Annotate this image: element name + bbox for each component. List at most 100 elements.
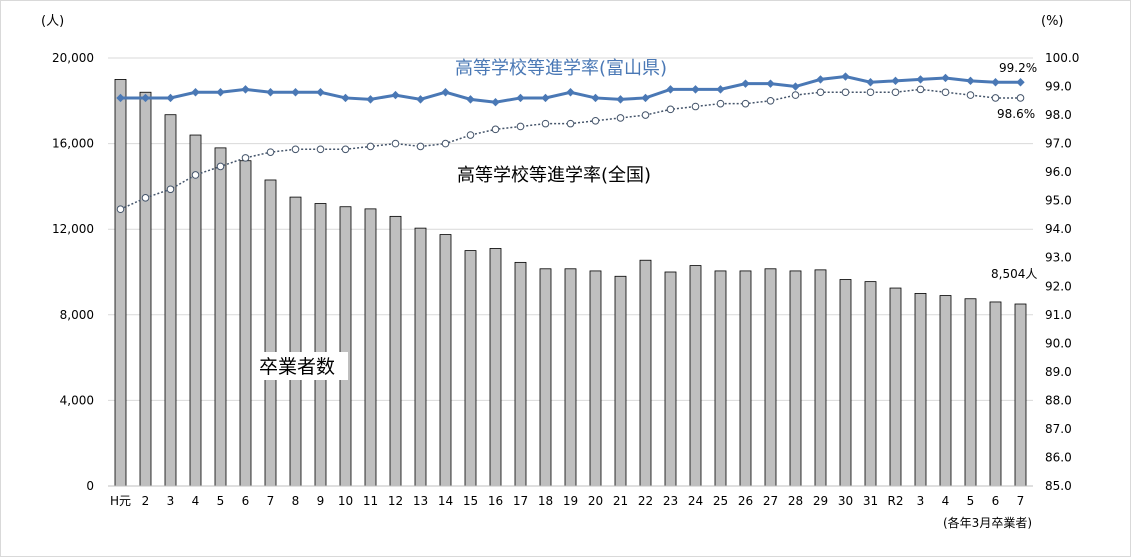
bar	[464, 250, 477, 487]
right-tick-label: 91.0	[1045, 308, 1072, 322]
bar	[189, 134, 202, 487]
bar	[264, 179, 277, 487]
prefecture-rate-point	[566, 88, 575, 97]
prefecture-rate-point	[841, 72, 850, 81]
right-tick-label: 92.0	[1045, 279, 1072, 293]
prefecture-rate-point	[466, 95, 475, 104]
series-label-national-rate: 高等学校等進学率(全国)	[457, 165, 651, 186]
national-rate-point	[541, 119, 550, 128]
national-rate-point	[166, 185, 175, 194]
prefecture-rate-point	[516, 93, 525, 103]
x-tick-label: 25	[713, 494, 728, 508]
bar	[664, 271, 677, 487]
x-tick-label: H元	[110, 494, 131, 508]
right-tick-label: 86.0	[1045, 450, 1072, 464]
prefecture-rate-point	[166, 93, 175, 103]
x-tick-label: 31	[863, 494, 878, 508]
bar	[989, 301, 1002, 487]
national-rate-point	[316, 145, 325, 154]
national-rate-point	[891, 88, 900, 97]
series-label-prefecture-rate: 高等学校等進学率(富山県)	[455, 58, 667, 79]
national-rate-point	[366, 142, 375, 151]
x-tick-label: 15	[463, 494, 478, 508]
prefecture-rate-point	[241, 85, 250, 94]
national-rate-point	[116, 205, 125, 214]
x-tick-label: 19	[563, 494, 578, 508]
bar	[439, 234, 452, 487]
national-rate-point	[991, 94, 1000, 102]
bar	[339, 206, 352, 487]
footnote: (各年3月卒業者)	[943, 515, 1032, 530]
bar-series	[114, 79, 1027, 487]
national-rate-point	[741, 99, 750, 108]
bar	[389, 215, 402, 487]
national-rate-point	[941, 88, 950, 97]
prefecture-rate-point	[916, 75, 925, 84]
national-rate-point	[591, 116, 600, 125]
prefecture-rate-point	[866, 78, 875, 87]
x-tick-label: 16	[488, 494, 503, 508]
nat-last-value-label: 98.6%	[997, 107, 1035, 121]
prefecture-rate-point	[441, 88, 450, 97]
bar	[214, 147, 227, 487]
x-tick-label: 6	[992, 494, 1000, 508]
national-rate-point	[341, 145, 350, 154]
bar	[539, 268, 552, 487]
prefecture-rate-point	[616, 95, 625, 104]
bar	[139, 91, 152, 487]
x-tick-label: 14	[438, 494, 453, 508]
bar	[864, 281, 877, 487]
national-rate-point	[841, 88, 850, 97]
prefecture-rate-point	[966, 76, 975, 86]
x-tick-label: 11	[363, 494, 378, 508]
bar	[714, 270, 727, 487]
right-tick-label: 88.0	[1045, 393, 1072, 407]
x-tick-label: 4	[192, 494, 200, 508]
bar	[589, 270, 602, 487]
line-series	[116, 72, 1025, 214]
national-rate-point	[241, 154, 250, 162]
x-tick-label: 13	[413, 494, 428, 508]
prefecture-rate-point	[791, 82, 800, 91]
prefecture-rate-point	[316, 88, 325, 97]
axes: 0 4,000 8,000 12,000 16,000 20,000 85.0 86.0 87.…	[52, 51, 1079, 508]
x-tick-label: 17	[513, 494, 528, 508]
right-tick-label: 93.0	[1045, 251, 1072, 265]
right-tick-label: 89.0	[1045, 365, 1072, 379]
left-axis-unit: (人)	[41, 14, 64, 29]
prefecture-rate-point	[666, 85, 675, 94]
prefecture-rate-point	[541, 93, 550, 103]
national-rate-point	[866, 88, 875, 97]
prefecture-rate-point	[416, 95, 425, 104]
national-rate-point	[916, 85, 925, 94]
prefecture-rate-point	[366, 95, 375, 104]
left-tick-label: 4,000	[60, 393, 94, 407]
bar	[414, 227, 427, 487]
pref-last-value-label: 99.2%	[999, 61, 1037, 75]
x-tick-label: 26	[738, 494, 753, 508]
x-tick-label: 24	[688, 494, 703, 508]
x-tick-label: 6	[242, 494, 250, 508]
national-rate-point	[391, 139, 400, 148]
bar	[964, 298, 977, 487]
right-tick-label: 98.0	[1045, 108, 1072, 122]
x-tick-label: 2	[142, 494, 150, 508]
right-tick-label: 90.0	[1045, 336, 1072, 350]
x-tick-label: 23	[663, 494, 678, 508]
prefecture-rate-point	[691, 85, 700, 94]
national-rate-point	[441, 139, 450, 148]
national-rate-point	[691, 102, 700, 111]
bar	[514, 261, 527, 487]
right-tick-label: 96.0	[1045, 165, 1072, 179]
national-rate-point	[266, 148, 275, 156]
right-tick-label: 99.0	[1045, 80, 1072, 94]
x-tick-label: 27	[763, 494, 778, 508]
national-rate-point	[766, 97, 775, 105]
prefecture-rate-point	[191, 88, 200, 97]
x-tick-label: 18	[538, 494, 553, 508]
prefecture-rate-point	[716, 85, 725, 94]
left-tick-label: 8,000	[60, 308, 94, 322]
right-tick-label: 94.0	[1045, 222, 1072, 236]
